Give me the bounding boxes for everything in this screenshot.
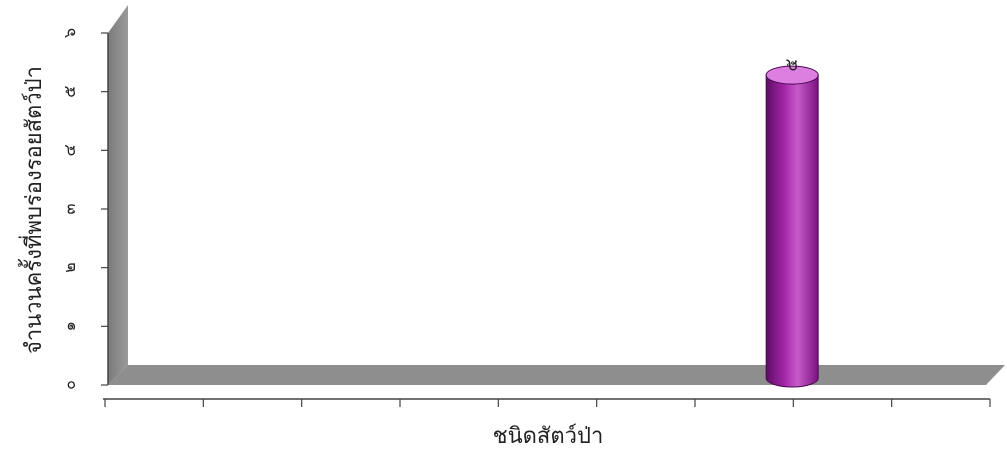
y-tick-label: ๔: [60, 144, 79, 156]
bar-body: [765, 74, 819, 388]
chart-side-wall: [108, 5, 128, 385]
y-tick-label: ๐: [60, 380, 79, 390]
y-tick-label: ๖: [60, 28, 79, 38]
bar: ๕: [765, 59, 819, 388]
y-tick-label: ๒: [60, 262, 79, 273]
x-ticks: [104, 399, 991, 407]
x-axis-label: ชนิดสัตว์ป่า: [493, 424, 604, 449]
chart-floor: [108, 365, 1005, 385]
bars: ๕: [765, 59, 819, 388]
y-tick-label: ๑: [60, 321, 79, 331]
y-tick-label: ๕: [60, 86, 79, 98]
y-ticks: ๐ ๑ ๒ ๓ ๔ ๕ ๖: [60, 28, 108, 390]
bar-data-label: ๕: [782, 59, 802, 72]
y-axis-label: จำนวนครั้งที่พบร่องรอยสัตว์ป่า: [18, 66, 47, 354]
y-tick-label: ๓: [60, 203, 79, 214]
bar-top: [765, 65, 819, 85]
